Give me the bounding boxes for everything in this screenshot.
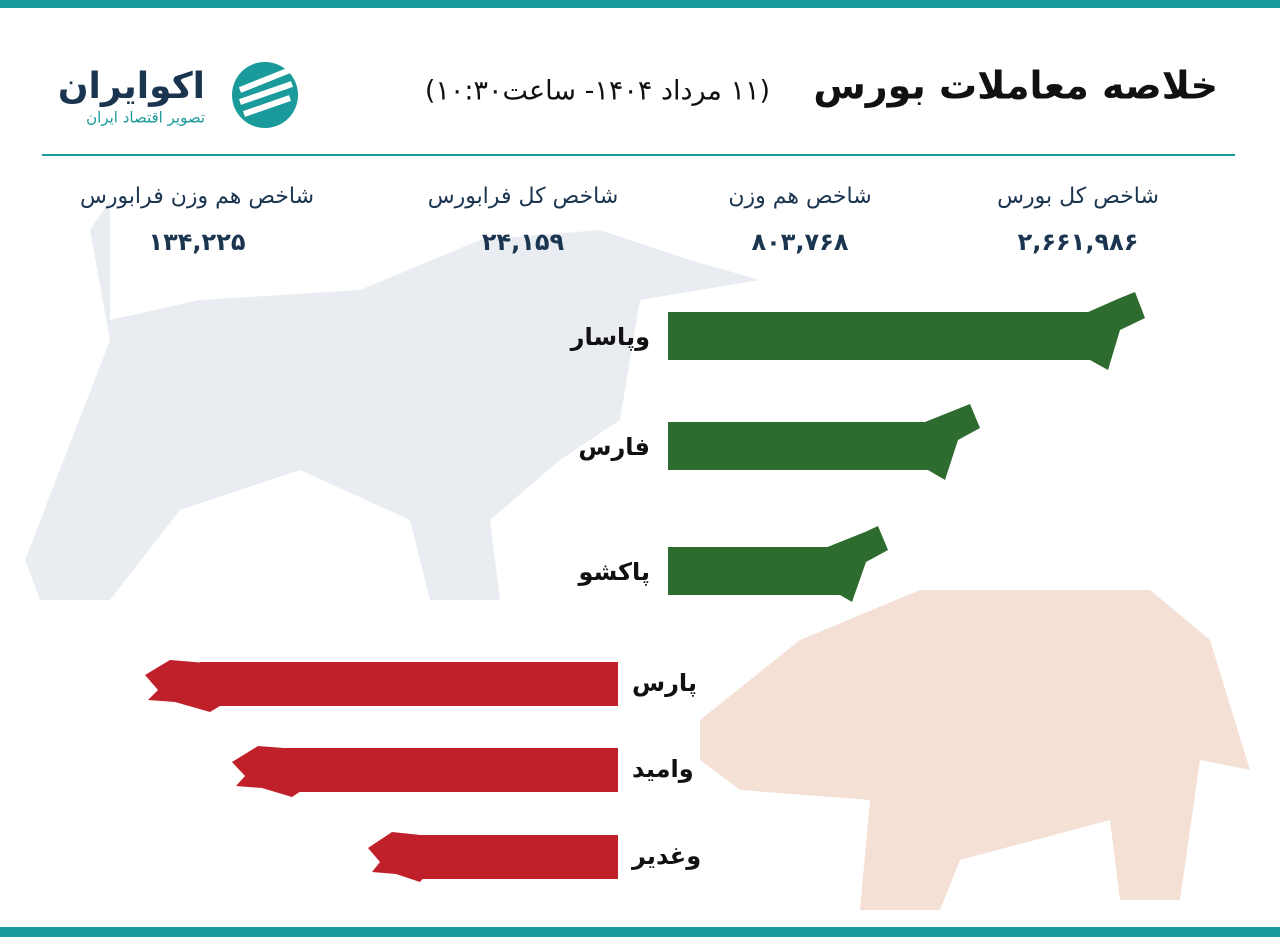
loser-bar [410,835,618,879]
date: (۱۱ مرداد ۱۴۰۴- ساعت۱۰:۳۰) [425,76,770,107]
title: خلاصه معاملات بورس [813,64,1218,108]
logo-name: اکوایران [58,66,205,107]
index-value: ۲۴,۱۵۹ [482,228,565,256]
top-border [0,0,1280,8]
gainer-name: پاکشو [578,558,650,586]
bottom-border [0,927,1280,937]
bear-icon [232,746,310,797]
bull-icon [905,404,980,480]
gainer-name: وپاسار [570,323,650,351]
gainer-bar [668,547,840,595]
bear-backdrop [700,590,1250,910]
loser-name: وغدیر [631,842,701,870]
gainer-name: فارس [578,433,650,461]
bear-icon [145,660,230,712]
loser-bar [280,748,618,792]
bull-icon [815,526,888,602]
bull-backdrop [25,200,760,600]
gainer-bar [668,312,1098,360]
loser-bars [145,660,618,882]
logo-tagline: تصویر اقتصاد ایران [86,109,205,127]
loser-name: پارس [632,669,697,697]
bear-icon [368,832,430,882]
gainer-bar [668,422,933,470]
loser-name: وامید [632,755,694,783]
bull-icon [1070,292,1145,370]
index-label: شاخص کل بورس [997,184,1159,209]
index-value: ۱۳۴,۲۲۵ [148,228,245,256]
logo-stripes [238,67,293,117]
index-value: ۸۰۳,۷۶۸ [751,228,848,256]
gainer-bars [668,292,1145,602]
loser-bar [200,662,618,706]
index-value: ۲,۶۶۱,۹۸۶ [1018,228,1139,256]
index-label: شاخص هم وزن فرابورس [80,184,314,209]
index-label: شاخص کل فرابورس [428,184,619,209]
index-label: شاخص هم وزن [728,184,871,209]
